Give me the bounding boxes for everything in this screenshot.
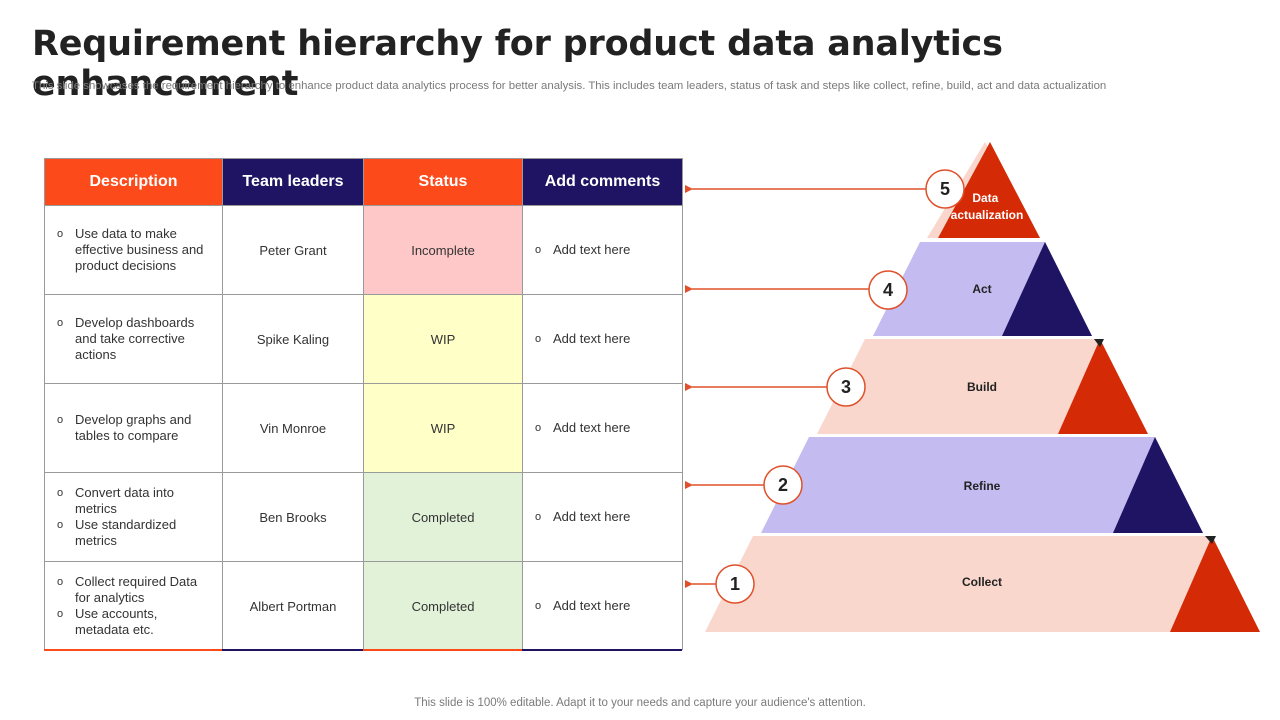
status-cell: Incomplete [363,205,523,295]
level-accent-triangle [1002,242,1092,336]
table-header-row: Description Team leaders Status Add comm… [44,158,683,206]
pyramid-level-refine: Refine [761,437,1203,533]
description-cell: Develop graphs and tables to compare [44,383,223,473]
level-badge-4: 4 [868,270,908,310]
level-accent-triangle [1058,339,1148,434]
table-bottom-accent-navy [522,649,682,651]
level-label: Data actualization [951,191,1024,222]
header-team-leaders: Team leaders [222,158,364,206]
header-status: Status [363,158,523,206]
description-bullet: Develop graphs and tables to compare [57,412,208,444]
level-label: Refine [964,479,1001,493]
level-label: Collect [962,575,1002,589]
footer-note: This slide is 100% editable. Adapt it to… [414,697,866,709]
badge-number: 2 [778,475,788,495]
comment-text: Add text here [535,242,668,258]
comment-text: Add text here [535,598,668,614]
description-bullet: Use data to make effective business and … [57,226,208,274]
team-leader-cell: Albert Portman [222,561,364,650]
table-row: Convert data into metrics Use standardiz… [44,472,683,562]
comment-cell[interactable]: Add text here [522,294,683,384]
table-bottom-accent-orange [363,649,522,651]
comment-text: Add text here [535,331,668,347]
description-bullet: Use standardized metrics [57,517,208,549]
level-band [817,339,1148,434]
level-accent-triangle [938,142,1040,238]
comment-cell[interactable]: Add text here [522,205,683,295]
badge-number: 5 [940,179,950,199]
status-cell: Completed [363,561,523,650]
level-label: Build [967,380,997,394]
status-cell: WIP [363,294,523,384]
badge-number: 3 [841,377,851,397]
description-bullet: Convert data into metrics [57,485,208,517]
header-add-comments: Add comments [522,158,683,206]
comment-text: Add text here [535,420,668,436]
pyramid-level-build: Build [817,339,1148,434]
description-bullet: Develop dashboards and take corrective a… [57,315,208,363]
requirements-table: Description Team leaders Status Add comm… [44,158,683,650]
description-cell: Use data to make effective business and … [44,205,223,295]
description-cell: Develop dashboards and take corrective a… [44,294,223,384]
comment-text: Add text here [535,509,668,525]
description-cell: Convert data into metrics Use standardiz… [44,472,223,562]
level-corner [1094,339,1104,347]
level-corner [1205,536,1216,544]
level-badge-3: 3 [826,367,866,407]
pyramid-level-collect: Collect [705,536,1260,632]
level-band [705,536,1260,632]
team-leader-cell: Spike Kaling [222,294,364,384]
table-row: Collect required Data for analytics Use … [44,561,683,650]
pyramid-level-act: Act [873,242,1092,336]
team-leader-cell: Vin Monroe [222,383,364,473]
level-label: Act [972,282,991,296]
pyramid-level-data-actualization: Data actualization [927,142,1040,238]
description-bullet: Use accounts, metadata etc. [57,606,208,638]
team-leader-cell: Peter Grant [222,205,364,295]
table-row: Develop graphs and tables to compare Vin… [44,383,683,473]
page-title: Requirement hierarchy for product data a… [32,24,1003,104]
comment-cell[interactable]: Add text here [522,383,683,473]
page-subtitle: This slide showcases the requirement hie… [32,80,1107,92]
level-badge-5: 5 [925,169,965,209]
level-accent-triangle [1113,437,1203,533]
level-badge-2: 2 [763,465,803,505]
badge-number: 4 [883,280,893,300]
level-band [761,437,1203,533]
table-row: Develop dashboards and take corrective a… [44,294,683,384]
table-row: Use data to make effective business and … [44,205,683,295]
comment-cell[interactable]: Add text here [522,472,683,562]
level-accent-triangle [1170,536,1260,632]
level-badge-1: 1 [715,564,755,604]
badge-number: 1 [730,574,740,594]
comment-cell[interactable]: Add text here [522,561,683,650]
table-bottom-accent-orange [44,649,222,651]
description-cell: Collect required Data for analytics Use … [44,561,223,650]
table-bottom-accent-navy [222,649,363,651]
description-bullet: Collect required Data for analytics [57,574,208,606]
status-cell: Completed [363,472,523,562]
